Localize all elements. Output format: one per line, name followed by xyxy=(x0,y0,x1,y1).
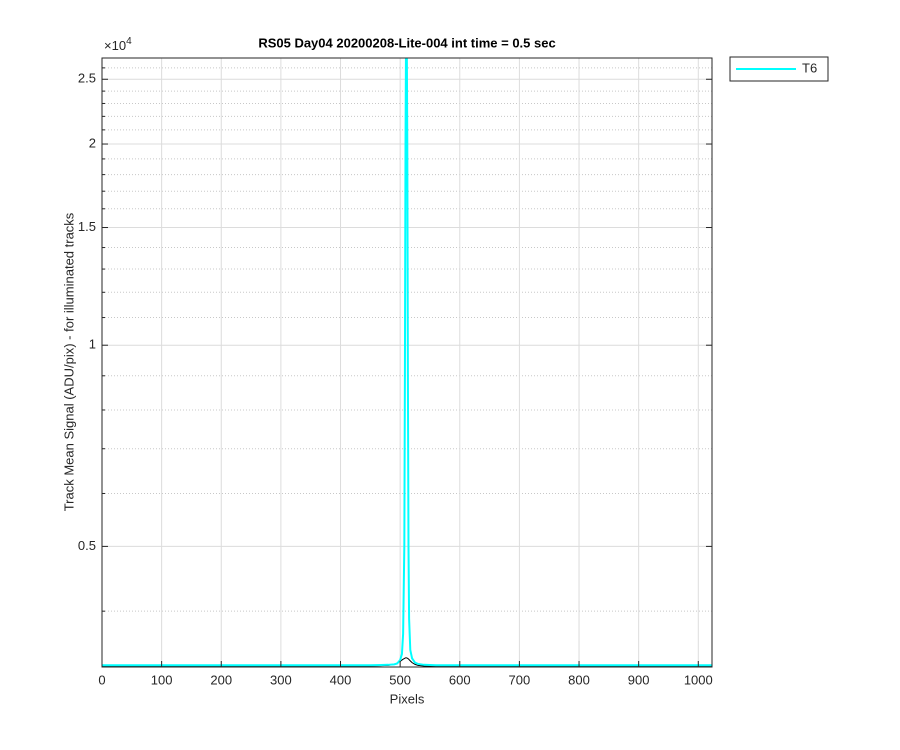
x-tick-label: 1000 xyxy=(684,672,713,687)
x-tick-label: 300 xyxy=(270,672,292,687)
x-tick-label: 200 xyxy=(210,672,232,687)
y-tick-label: 1.5 xyxy=(78,219,96,234)
chart-title: RS05 Day04 20200208-Lite-004 int time = … xyxy=(258,35,555,50)
x-tick-label: 100 xyxy=(151,672,173,687)
series-line xyxy=(102,58,712,667)
y-axis-label: Track Mean Signal (ADU/pix) - for illumi… xyxy=(61,212,76,511)
lines xyxy=(102,58,712,667)
x-tick-label: 500 xyxy=(389,672,411,687)
x-tick-label: 700 xyxy=(509,672,531,687)
x-tick-label: 0 xyxy=(98,672,105,687)
x-tick-label: 800 xyxy=(568,672,590,687)
y-exponent: ×104 xyxy=(104,36,132,54)
x-tick-label: 400 xyxy=(330,672,352,687)
legend-label: T6 xyxy=(802,60,817,75)
x-tick-label: 900 xyxy=(628,672,650,687)
y-tick-label: 0.5 xyxy=(78,538,96,553)
y-tick-label: 2 xyxy=(89,135,96,150)
y-exponent-power: 4 xyxy=(126,36,132,47)
axes: 0 100 200 300 400 500 600 700 800 900 1000 0.5 1 1.5 2… xyxy=(78,57,713,687)
y-tick-label: 2.5 xyxy=(78,71,96,86)
y-exponent-base: ×10 xyxy=(104,38,126,53)
x-axis-label: Pixels xyxy=(390,691,425,706)
axes-box xyxy=(101,57,713,668)
legend: T6 xyxy=(729,56,829,82)
y-tick-label: 1 xyxy=(89,337,96,352)
x-tick-label: 600 xyxy=(449,672,471,687)
